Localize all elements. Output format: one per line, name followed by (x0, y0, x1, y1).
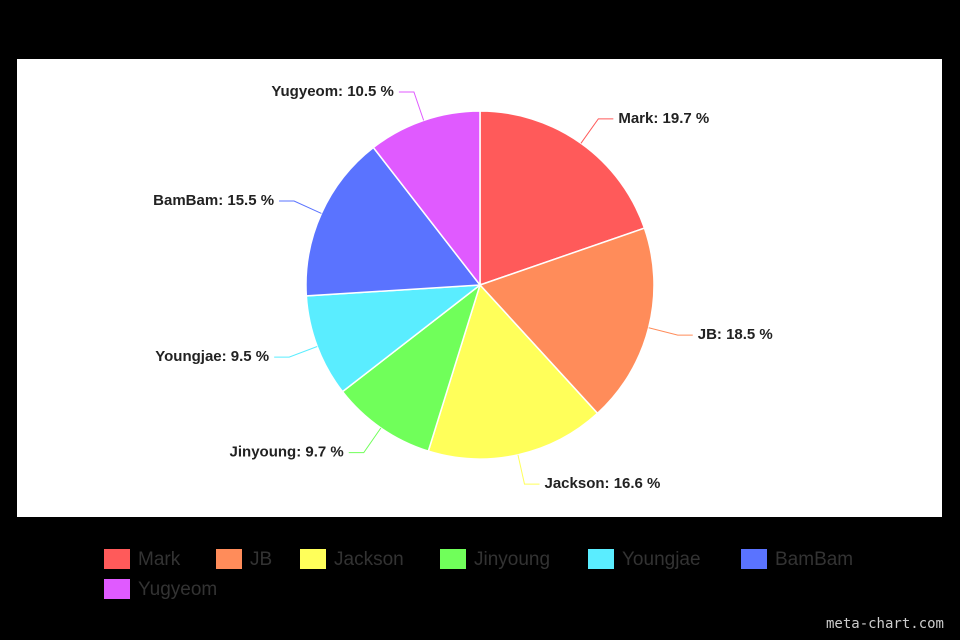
leader-line (580, 118, 614, 144)
legend-swatch (741, 549, 767, 569)
pie-slice (478, 227, 655, 415)
pie-slice (427, 283, 599, 460)
leader-line (274, 346, 318, 358)
leader-line (398, 91, 425, 121)
legend-label: Jackson (334, 549, 404, 570)
data-label: Youngjae: 9.5 % (155, 348, 269, 365)
legend-swatch (216, 549, 242, 569)
legend-swatch (440, 549, 466, 569)
legend-swatch (588, 549, 614, 569)
pie-slice (341, 282, 482, 453)
watermark: meta-chart.com (826, 616, 944, 632)
pie-slice (372, 110, 481, 288)
leader-line (348, 427, 382, 454)
leader-line (648, 327, 693, 336)
legend-swatch (104, 549, 130, 569)
data-label: JB: 18.5 % (698, 326, 773, 343)
data-label: Jackson: 16.6 % (545, 475, 661, 492)
data-label: Jinyoung: 9.7 % (230, 444, 344, 461)
legend-label: Jinyoung (474, 549, 550, 570)
legend-label: JB (250, 549, 272, 570)
legend-label: Mark (138, 549, 181, 570)
legend-swatch (300, 549, 326, 569)
legend-swatch (104, 579, 130, 599)
data-label: Yugyeom: 10.5 % (271, 83, 394, 100)
data-label: Mark: 19.7 % (618, 110, 709, 127)
legend-label: Youngjae (622, 549, 701, 570)
leader-line (517, 454, 540, 485)
data-label: BamBam: 15.5 % (153, 192, 274, 209)
legend-label: BamBam (775, 549, 853, 570)
leader-line (279, 200, 322, 214)
legend-label: Yugyeom (138, 579, 217, 600)
